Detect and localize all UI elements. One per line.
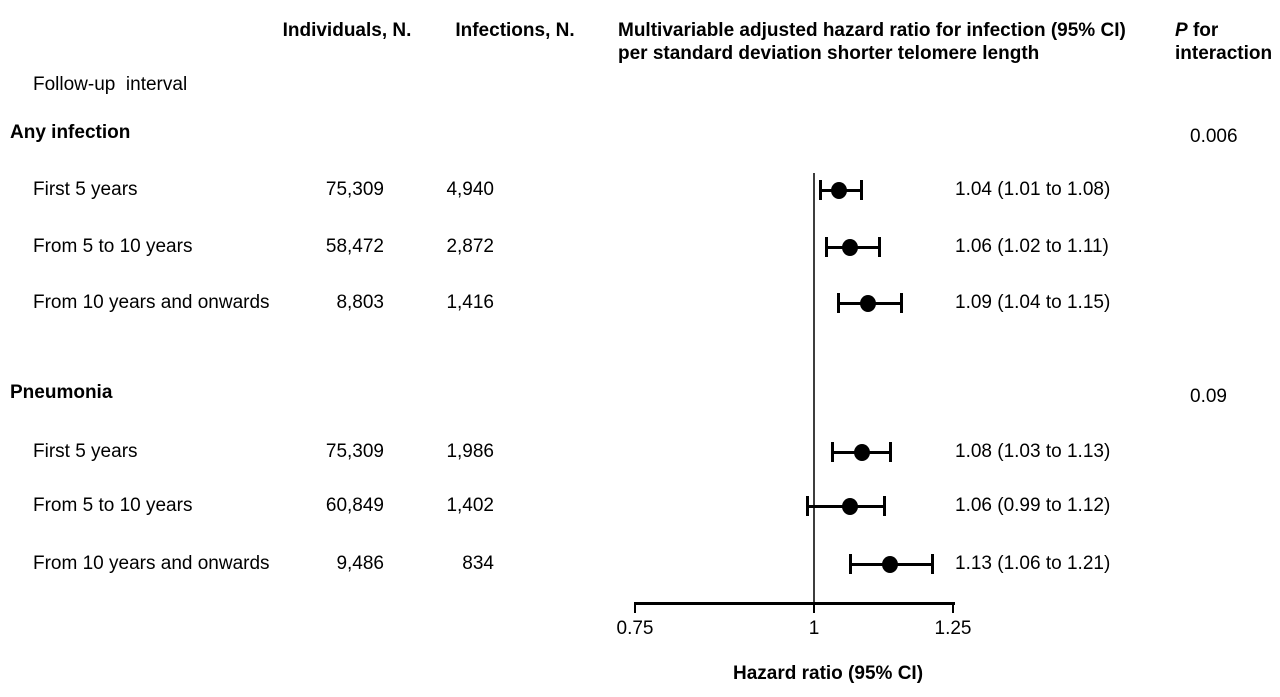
x-axis-tick-label: 1.25 (934, 618, 972, 639)
x-axis-tick-label: 1 (808, 618, 820, 639)
group-label: Pneumonia (10, 382, 113, 403)
col-header-infections: Infections, N. (455, 20, 575, 41)
ci-upper-cap (877, 237, 881, 257)
infections-count: 2,872 (446, 236, 494, 257)
ci-lower-cap (848, 554, 852, 574)
point-estimate-marker (830, 181, 847, 199)
infections-count: 4,940 (446, 179, 494, 200)
point-estimate-marker (882, 555, 899, 573)
ci-upper-cap (899, 293, 903, 313)
ci-upper-cap (931, 554, 935, 574)
row-label: From 10 years and onwards (33, 292, 270, 313)
ci-lower-cap (830, 442, 834, 462)
row-label: From 10 years and onwards (33, 553, 270, 574)
estimate-text: 1.08 (1.03 to 1.13) (955, 441, 1111, 462)
infections-count: 1,986 (446, 441, 494, 462)
point-estimate-marker (859, 294, 876, 312)
p-interaction-value: 0.09 (1190, 386, 1227, 407)
estimate-text: 1.13 (1.06 to 1.21) (955, 553, 1111, 574)
point-estimate-marker (842, 497, 859, 515)
infections-count: 1,416 (446, 292, 494, 313)
ci-upper-cap (888, 442, 892, 462)
individuals-count: 58,472 (325, 236, 384, 257)
ci-lower-cap (837, 293, 840, 313)
estimate-text: 1.04 (1.01 to 1.08) (955, 179, 1111, 200)
infections-count: 834 (462, 553, 494, 574)
ci-lower-cap (824, 237, 828, 257)
reference-line (813, 173, 815, 612)
ci-upper-cap (883, 496, 887, 516)
individuals-count: 75,309 (325, 441, 384, 462)
x-axis-line (635, 602, 955, 605)
ci-lower-cap (818, 180, 822, 200)
estimate-text: 1.09 (1.04 to 1.15) (955, 292, 1111, 313)
estimate-text: 1.06 (0.99 to 1.12) (955, 495, 1111, 516)
x-axis-tick (812, 602, 816, 613)
individuals-count: 75,309 (325, 179, 384, 200)
individuals-count: 9,486 (336, 553, 384, 574)
group-label: Any infection (10, 122, 131, 143)
estimate-text: 1.06 (1.02 to 1.11) (955, 236, 1109, 257)
infections-count: 1,402 (446, 495, 494, 516)
ci-upper-cap (860, 180, 864, 200)
x-axis-tick-label: 0.75 (616, 618, 654, 639)
x-axis-tick (633, 602, 637, 613)
x-axis-title: Hazard ratio (95% CI) (732, 663, 924, 684)
col-header-p-interaction: P for interaction (1175, 20, 1273, 64)
x-axis-tick (951, 602, 955, 613)
point-estimate-marker (853, 443, 870, 461)
ci-lower-cap (806, 496, 810, 516)
individuals-count: 8,803 (336, 292, 384, 313)
col-header-individuals: Individuals, N. (282, 20, 412, 41)
row-label: From 5 to 10 years (33, 495, 193, 516)
row-label: From 5 to 10 years (33, 236, 193, 257)
followup-interval-label: Follow-up interval (33, 74, 188, 95)
row-label: First 5 years (33, 441, 138, 462)
p-interaction-value: 0.006 (1190, 126, 1238, 147)
row-label: First 5 years (33, 179, 138, 200)
col-header-hazard-ratio: Multivariable adjusted hazard ratio for … (618, 20, 1126, 64)
point-estimate-marker (842, 238, 859, 256)
individuals-count: 60,849 (325, 495, 384, 516)
